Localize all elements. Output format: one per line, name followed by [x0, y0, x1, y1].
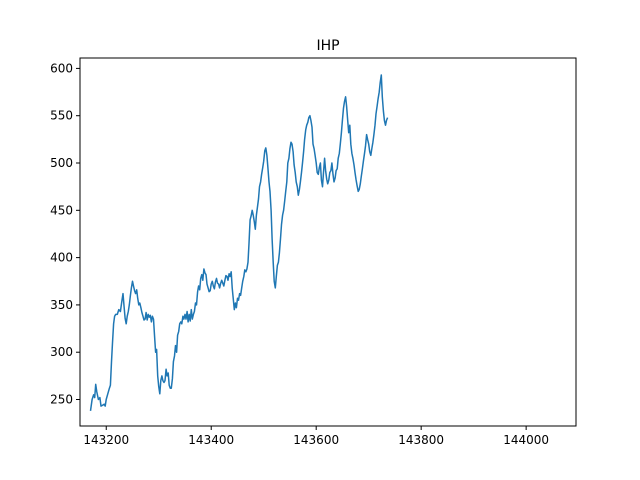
x-tick-label: 143200: [83, 433, 129, 447]
series-line-0: [89, 74, 389, 412]
y-tick-label: 500: [50, 156, 73, 170]
y-tick-label: 450: [50, 203, 73, 217]
series-layer: [89, 74, 389, 412]
x-tick-label: 144000: [503, 433, 549, 447]
y-tick-label: 550: [50, 109, 73, 123]
chart-title: IHP: [316, 38, 339, 54]
y-tick-label: 300: [50, 345, 73, 359]
y-tick-label: 400: [50, 251, 73, 265]
x-tick-label: 143400: [188, 433, 234, 447]
y-tick-label: 250: [50, 393, 73, 407]
x-tick-label: 143600: [293, 433, 339, 447]
x-tick-label: 143800: [398, 433, 444, 447]
y-axis: 250 300 350 400 450 500 550 600: [50, 61, 80, 407]
x-axis: 143200 143400 143600 143800 144000: [83, 426, 549, 447]
y-tick-label: 350: [50, 298, 73, 312]
y-tick-label: 600: [50, 61, 73, 75]
plot-frame: [79, 57, 577, 427]
